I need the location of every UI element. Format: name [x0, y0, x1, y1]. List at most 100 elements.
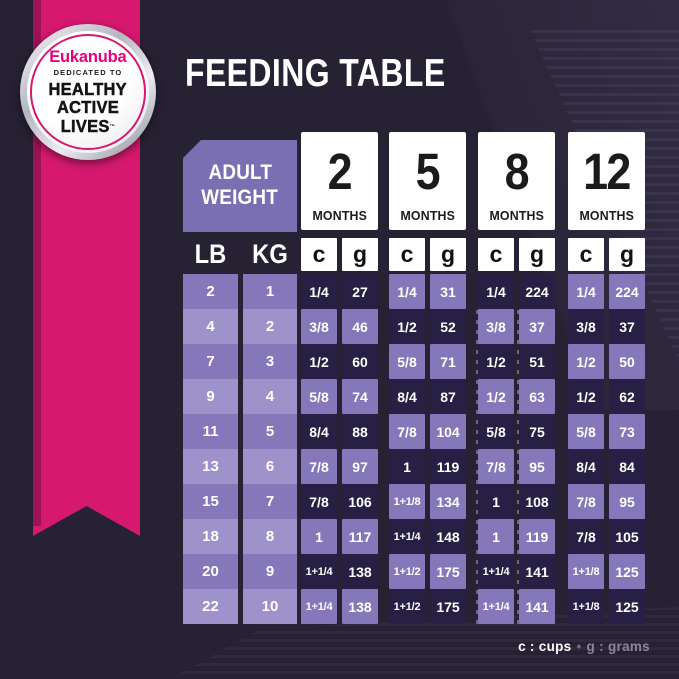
value-cell: 119: [519, 519, 555, 554]
value-cell: 1/2: [389, 309, 425, 344]
kg-cell: 7: [243, 484, 297, 519]
value-cell: 84: [609, 449, 645, 484]
legend-cups: c : cups: [518, 639, 572, 654]
kg-cell: 6: [243, 449, 297, 484]
month-header-2: 2 MONTHS: [301, 132, 378, 230]
value-cell: 3/8: [301, 309, 337, 344]
value-cell: 1/2: [568, 344, 604, 379]
value-cell: 46: [342, 309, 378, 344]
month-label: MONTHS: [579, 208, 634, 223]
month-label: MONTHS: [400, 208, 455, 223]
value-cell: 125: [609, 554, 645, 589]
perforation-dashed-line: [476, 310, 478, 624]
kg-cell: 3: [243, 344, 297, 379]
value-cell: 74: [342, 379, 378, 414]
value-cell: 1+1/2: [389, 589, 425, 624]
value-cell: 1+1/8: [568, 554, 604, 589]
brand-wordmark: Eukanuba: [49, 47, 127, 67]
measure-header-g: g: [609, 238, 645, 271]
kg-cell: 2: [243, 309, 297, 344]
month-header-5: 5 MONTHS: [389, 132, 466, 230]
kg-cell: 9: [243, 554, 297, 589]
value-cell: 95: [609, 484, 645, 519]
value-cell: 138: [342, 589, 378, 624]
lb-cell: 9: [183, 379, 238, 414]
value-cell: 1/4: [478, 274, 514, 309]
value-cell: 52: [430, 309, 466, 344]
value-cell: 1+1/8: [389, 484, 425, 519]
page-title: FEEDING TABLE: [185, 52, 446, 95]
value-cell: 1: [389, 449, 425, 484]
value-cell: 1+1/4: [478, 589, 514, 624]
value-cell: 62: [609, 379, 645, 414]
value-cell: 1: [478, 484, 514, 519]
measure-header-c: c: [568, 238, 604, 271]
measure-header-g: g: [519, 238, 555, 271]
month-label: MONTHS: [489, 208, 544, 223]
value-cell: 105: [609, 519, 645, 554]
value-cell: 224: [519, 274, 555, 309]
value-cell: 37: [519, 309, 555, 344]
value-cell: 8/4: [389, 379, 425, 414]
weight-unit-header-lb: LB: [194, 239, 227, 269]
value-cell: 5/8: [301, 379, 337, 414]
badge-lives-word: LIVES: [60, 116, 110, 137]
badge-active-text: ACTIVE: [56, 97, 120, 118]
kg-cell: 5: [243, 414, 297, 449]
value-cell: 5/8: [568, 414, 604, 449]
badge-dedicated-text: DEDICATED TO: [53, 68, 123, 78]
value-cell: 1+1/8: [568, 589, 604, 624]
kg-cell: 1: [243, 274, 297, 309]
lb-cell: 13: [183, 449, 238, 484]
eukanuba-badge: Eukanuba DEDICATED TO HEALTHY ACTIVE LIV…: [20, 24, 156, 160]
value-cell: 87: [430, 379, 466, 414]
value-cell: 175: [430, 554, 466, 589]
badge-healthy-text: HEALTHY: [48, 78, 128, 99]
value-cell: 1/2: [478, 344, 514, 379]
value-cell: 97: [342, 449, 378, 484]
value-cell: 138: [342, 554, 378, 589]
badge-pink-ring: [30, 34, 146, 150]
value-cell: 73: [609, 414, 645, 449]
value-cell: 7/8: [478, 449, 514, 484]
month-number: 2: [327, 142, 353, 200]
kg-cell: 8: [243, 519, 297, 554]
value-cell: 1+1/4: [301, 554, 337, 589]
value-cell: 27: [342, 274, 378, 309]
value-cell: 175: [430, 589, 466, 624]
trademark-symbol: ™: [109, 124, 116, 131]
feeding-table: ADULT WEIGHT 2 MONTHS 5 MONTHS 8 MONTHS 12 MONT…: [183, 132, 645, 628]
value-cell: 134: [430, 484, 466, 519]
month-header-12: 12 MONTHS: [568, 132, 645, 230]
lb-cell: 4: [183, 309, 238, 344]
value-cell: 1/4: [568, 274, 604, 309]
kg-cell: 10: [243, 589, 297, 624]
value-cell: 3/8: [478, 309, 514, 344]
value-cell: 117: [342, 519, 378, 554]
perforation-dashed-line: [517, 310, 519, 624]
lb-cell: 15: [183, 484, 238, 519]
value-cell: 141: [519, 589, 555, 624]
value-cell: 224: [609, 274, 645, 309]
value-cell: 108: [519, 484, 555, 519]
value-cell: 8/4: [301, 414, 337, 449]
lb-cell: 11: [183, 414, 238, 449]
lb-cell: 18: [183, 519, 238, 554]
value-cell: 75: [519, 414, 555, 449]
value-cell: 5/8: [389, 344, 425, 379]
value-cell: 106: [342, 484, 378, 519]
legend: c : cups • g : grams: [518, 639, 650, 654]
value-cell: 1: [478, 519, 514, 554]
value-cell: 1/2: [301, 344, 337, 379]
value-cell: 60: [342, 344, 378, 379]
lb-cell: 2: [183, 274, 238, 309]
value-cell: 5/8: [478, 414, 514, 449]
value-cell: 8/4: [568, 449, 604, 484]
value-cell: 51: [519, 344, 555, 379]
value-cell: 50: [609, 344, 645, 379]
adult-weight-line2: WEIGHT: [201, 186, 279, 209]
month-label: MONTHS: [312, 208, 367, 223]
value-cell: 1: [301, 519, 337, 554]
measure-header-c: c: [301, 238, 337, 271]
